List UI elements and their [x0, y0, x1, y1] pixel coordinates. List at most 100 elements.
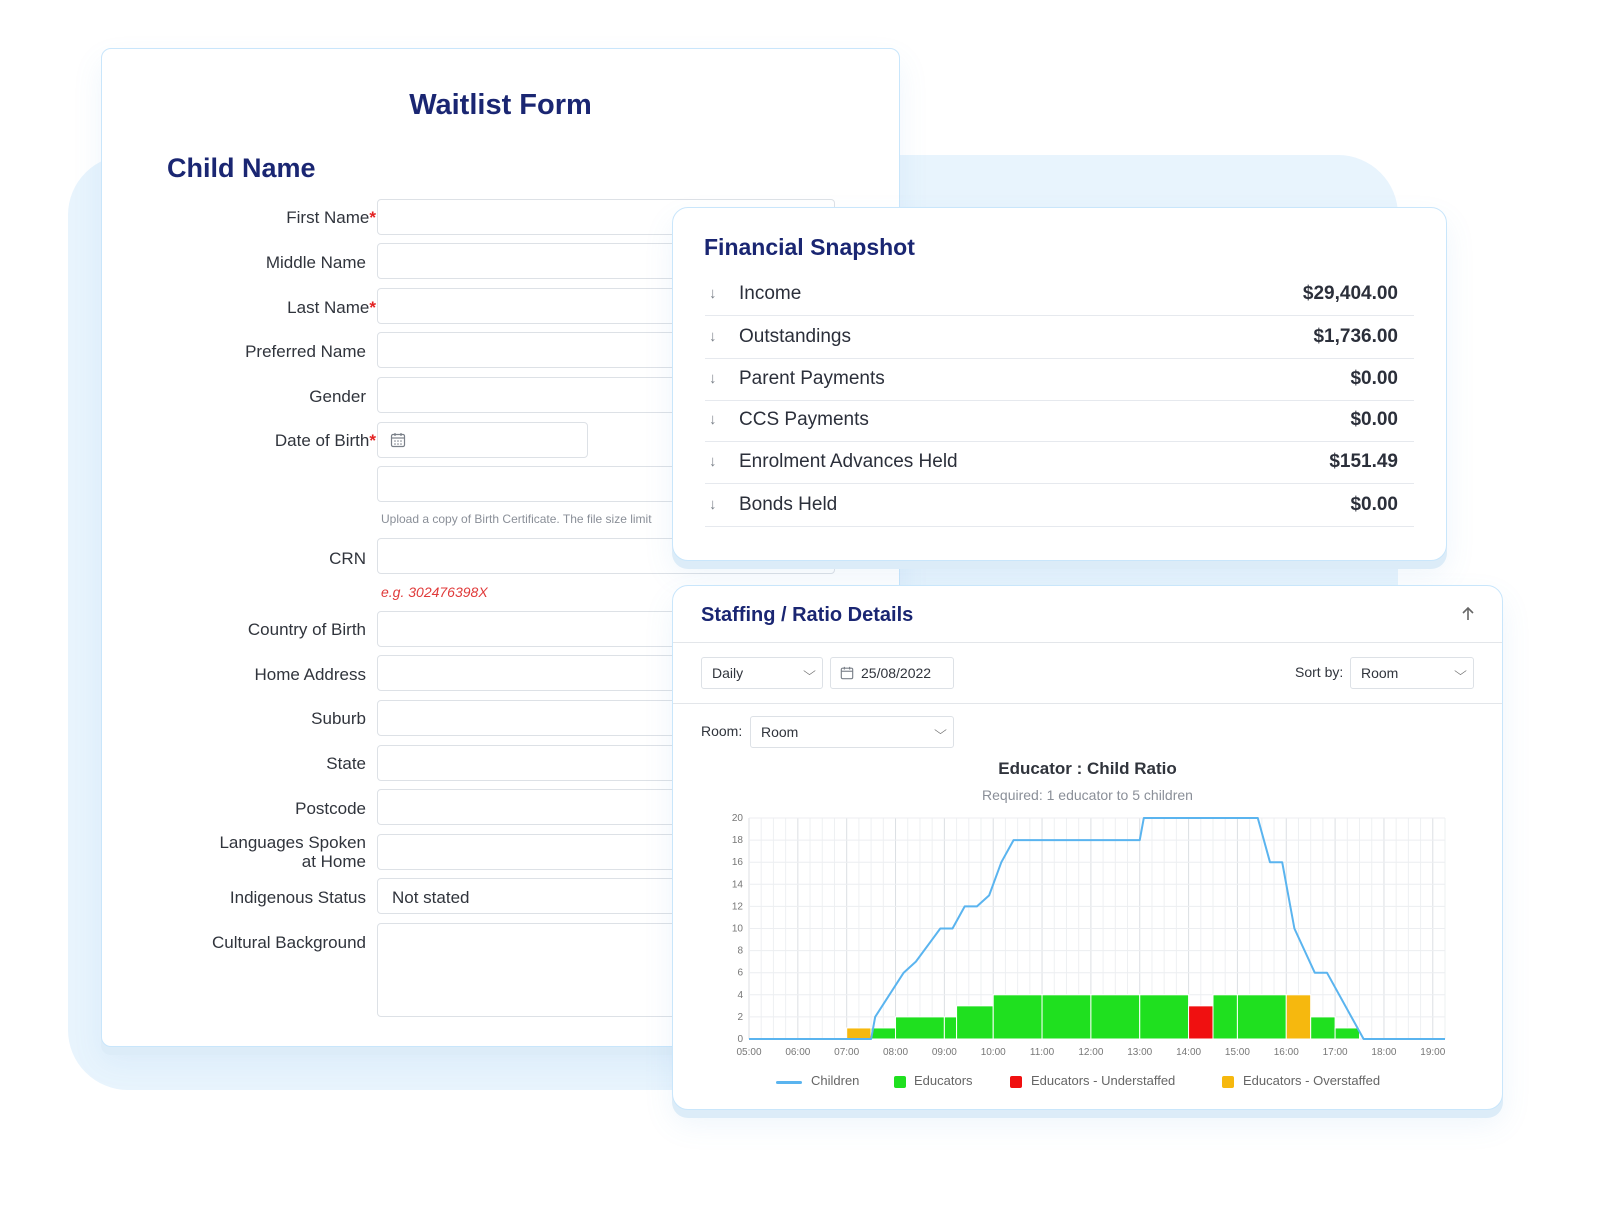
y-tick-label: 12	[732, 901, 744, 912]
home-address-label: Home Address	[254, 665, 367, 684]
educator-bar	[1334, 1027, 1361, 1040]
sort-by-value: Room	[1361, 665, 1399, 681]
financial-row-label: Bonds Held	[739, 494, 838, 515]
form-labels: First Name* Middle Name Last Name* Prefe…	[102, 49, 376, 1046]
staffing-ratio-card: Staffing / Ratio Details Daily ⌵ 25/08/2…	[672, 585, 1503, 1110]
arrow-down-icon[interactable]: ↓	[709, 453, 717, 470]
languages-label: Languages Spoken at Home	[219, 833, 366, 871]
legend-understaffed-label: Educators - Understaffed	[1031, 1073, 1176, 1088]
y-tick-label: 0	[737, 1034, 743, 1045]
educator-bar	[943, 1016, 958, 1040]
y-tick-label: 4	[737, 990, 743, 1001]
financial-row-value: $151.49	[1329, 451, 1398, 472]
x-tick-label: 06:00	[785, 1047, 810, 1058]
financial-row-label: Income	[739, 283, 802, 304]
y-tick-label: 8	[737, 946, 743, 957]
financial-row-value: $0.00	[1350, 494, 1398, 515]
date-picker[interactable]: 25/08/2022	[830, 657, 954, 689]
postcode-label: Postcode	[295, 799, 366, 818]
dob-label: Date of Birth*	[274, 431, 376, 450]
languages-label-line-2: at Home	[301, 852, 366, 871]
section-title: Child Name	[167, 153, 316, 183]
indigenous-status-value: Not stated	[392, 888, 470, 907]
ratio-chart: 0 2 4 6 8 10 12 14 16 18 20 05:00 06:00 07:00 08:00 09:…	[732, 813, 1446, 1058]
financial-row[interactable]: ↓ Outstandings $1,736.00	[705, 316, 1414, 359]
arrow-down-icon[interactable]: ↓	[709, 496, 717, 513]
financial-row-label: Outstandings	[739, 326, 851, 347]
legend-educators-swatch	[894, 1076, 906, 1088]
educator-bar	[1310, 1016, 1336, 1040]
staffing-title: Staffing / Ratio Details	[701, 604, 914, 626]
calendar-icon	[390, 433, 406, 448]
crn-label: CRN	[329, 549, 366, 568]
form-title: Waitlist Form	[409, 89, 592, 121]
y-tick-label: 20	[732, 813, 744, 824]
arrow-down-icon[interactable]: ↓	[709, 328, 717, 345]
financial-row[interactable]: ↓ Bonds Held $0.00	[705, 484, 1414, 527]
financial-row[interactable]: ↓ Parent Payments $0.00	[705, 358, 1414, 401]
arrow-up-icon[interactable]	[1460, 606, 1476, 622]
financial-row-value: $0.00	[1350, 368, 1398, 389]
legend-overstaffed-label: Educators - Overstaffed	[1243, 1073, 1381, 1088]
legend-overstaffed-swatch	[1222, 1076, 1234, 1088]
header-divider	[673, 642, 1502, 643]
financial-row[interactable]: ↓ Enrolment Advances Held $151.49	[705, 441, 1414, 484]
legend-understaffed-swatch	[1010, 1076, 1022, 1088]
y-tick-label: 18	[732, 835, 744, 846]
period-value: Daily	[712, 665, 744, 681]
x-tick-label: 05:00	[736, 1047, 761, 1058]
financial-row-value: $1,736.00	[1313, 326, 1398, 347]
educator-bar	[1188, 1005, 1214, 1040]
x-tick-label: 13:00	[1127, 1047, 1152, 1058]
financial-row[interactable]: ↓ CCS Payments $0.00	[705, 399, 1414, 442]
x-tick-label: 09:00	[932, 1047, 957, 1058]
financial-row[interactable]: ↓ Income $29,404.00	[705, 273, 1414, 316]
arrow-down-icon[interactable]: ↓	[709, 370, 717, 387]
x-tick-label: 11:00	[1030, 1047, 1055, 1058]
x-tick-label: 15:00	[1225, 1047, 1250, 1058]
state-label: State	[326, 754, 366, 773]
period-select[interactable]: Daily ⌵	[701, 657, 823, 689]
sort-by-select[interactable]: Room ⌵	[1350, 657, 1474, 689]
y-tick-label: 14	[732, 879, 744, 890]
educator-bar	[992, 994, 1043, 1040]
chevron-down-icon: ⌵	[803, 664, 816, 678]
legend-educators-label: Educators	[914, 1073, 973, 1088]
financial-title: Financial Snapshot	[704, 234, 915, 260]
x-tick-label: 08:00	[883, 1047, 908, 1058]
gender-label: Gender	[309, 387, 366, 406]
legend-children-swatch	[776, 1081, 802, 1084]
dob-input[interactable]	[377, 422, 588, 458]
calendar-icon	[840, 666, 854, 680]
middle-name-label: Middle Name	[265, 253, 366, 272]
languages-label-line-1: Languages Spoken	[219, 833, 366, 852]
x-tick-label: 18:00	[1371, 1047, 1396, 1058]
educator-bar	[870, 1027, 897, 1040]
room-label: Room:	[701, 723, 743, 739]
filter-divider	[673, 703, 1502, 704]
y-tick-label: 6	[737, 968, 743, 979]
y-tick-label: 10	[732, 924, 744, 935]
chart-legend: Children Educators Educators - Understaf…	[673, 1073, 1502, 1093]
first-name-label: First Name*	[286, 208, 376, 227]
room-value: Room	[761, 724, 799, 740]
chart-subtitle: Required: 1 educator to 5 children	[982, 787, 1193, 803]
financial-row-label: Enrolment Advances Held	[739, 451, 958, 472]
cultural-background-label: Cultural Background	[211, 933, 366, 952]
chart-title: Educator : Child Ratio	[998, 759, 1177, 778]
x-tick-label: 12:00	[1078, 1047, 1103, 1058]
x-tick-label: 19:00	[1420, 1047, 1445, 1058]
educator-bar	[1212, 994, 1238, 1040]
educator-bar	[1139, 994, 1190, 1040]
educator-bar	[1285, 994, 1312, 1040]
room-select[interactable]: Room ⌵	[750, 716, 954, 748]
financial-snapshot-card: Financial Snapshot ↓ Income $29,404.00 ↓ Out…	[672, 207, 1447, 561]
x-tick-label: 07:00	[834, 1047, 859, 1058]
arrow-down-icon[interactable]: ↓	[709, 411, 717, 428]
arrow-down-icon[interactable]: ↓	[709, 285, 717, 302]
children-line	[749, 817, 1445, 1040]
educator-bar	[1041, 994, 1092, 1040]
educator-bar	[1236, 994, 1287, 1040]
y-tick-label: 2	[737, 1012, 743, 1023]
y-tick-label: 16	[732, 857, 744, 868]
